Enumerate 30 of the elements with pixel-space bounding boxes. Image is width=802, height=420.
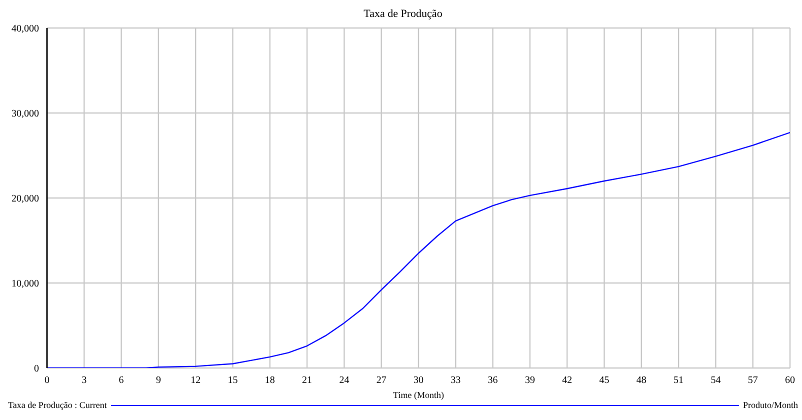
x-tick-label: 45 (599, 375, 610, 386)
y-tick-label: 30,000 (12, 108, 39, 120)
chart-title: Taxa de Produção (362, 8, 444, 20)
text: Taxa de Produção : Current (8, 400, 107, 410)
x-tick-label: 51 (674, 375, 684, 386)
x-tick-label: 42 (562, 375, 572, 386)
x-tick-label: 27 (376, 375, 386, 386)
text: Produto/Month (742, 400, 798, 410)
x-tick-label: 39 (524, 375, 535, 386)
x-tick-label: 12 (190, 375, 201, 386)
x-tick-label: 33 (450, 375, 461, 386)
y-tick-label: 0 (34, 364, 39, 375)
y-tick-label: 40,000 (12, 24, 39, 35)
y-tick-label: 20,000 (12, 194, 39, 205)
x-tick-label: 48 (636, 375, 646, 386)
x-tick-label: 9 (156, 375, 161, 386)
x-tick-label: 6 (118, 375, 124, 386)
x-tick-label: 54 (710, 375, 721, 386)
y-tick-label: 10,000 (12, 278, 39, 290)
x-tick-label: 24 (339, 375, 350, 386)
x-tick-label: 0 (44, 375, 50, 386)
x-tick-label: 36 (488, 375, 498, 386)
x-tick-label: 30 (414, 375, 424, 386)
x-tick-label: 21 (302, 375, 312, 386)
x-axis-title: Time (Month) (393, 390, 444, 400)
x-tick-label: 60 (785, 375, 795, 386)
x-tick-label: 18 (264, 375, 275, 386)
x-tick-label: 3 (82, 375, 87, 386)
x-tick-label: 15 (228, 375, 238, 386)
x-tick-label: 57 (748, 375, 758, 386)
